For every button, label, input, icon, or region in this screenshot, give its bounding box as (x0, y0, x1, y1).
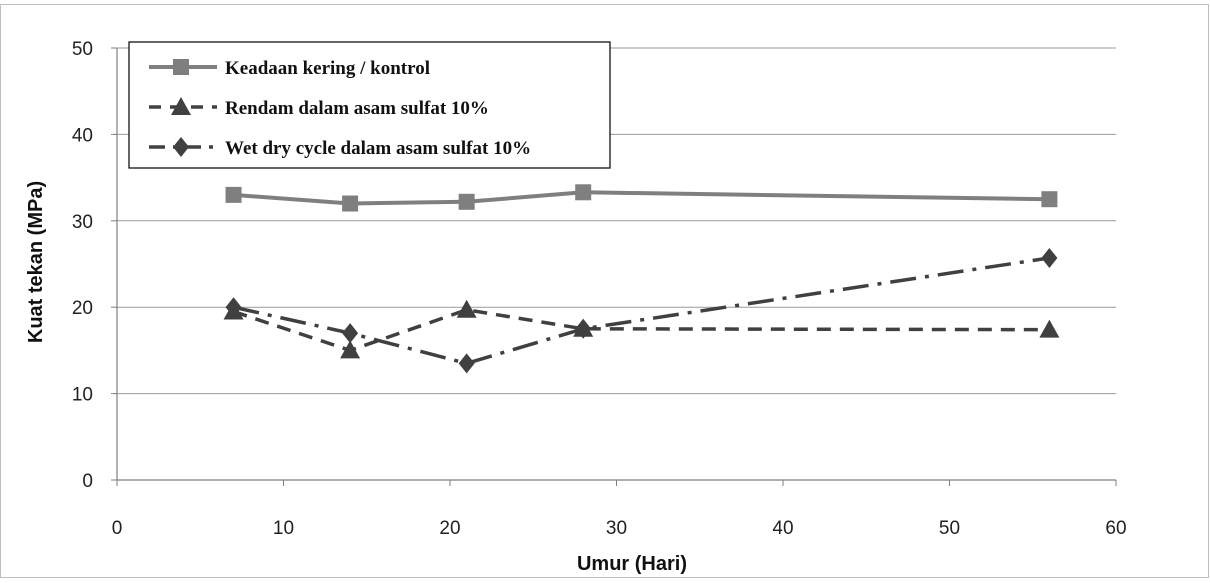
x-tick-label-40: 40 (772, 518, 793, 539)
series-3-point-3 (458, 353, 475, 374)
y-tick-label-50: 50 (72, 39, 93, 60)
series-2-point-2 (340, 340, 361, 359)
y-axis-title: Kuat tekan (MPa) (25, 181, 47, 343)
y-tick-label-40: 40 (72, 125, 93, 146)
x-tick-label-50: 50 (939, 518, 960, 539)
series-2-point-3 (456, 299, 477, 318)
series-2-line (232, 308, 1050, 353)
x-tick-label-10: 10 (273, 518, 294, 539)
y-tick-label-30: 30 (72, 212, 93, 233)
legend: Keadaan kering / kontrol Rendam dalam asa… (128, 41, 611, 169)
x-tick-label-60: 60 (1105, 518, 1126, 539)
legend-marker-3 (173, 137, 189, 157)
series-1-point-1 (225, 186, 242, 203)
legend-marker-1 (173, 59, 189, 75)
series-1 (225, 184, 1058, 212)
series-3-point-2 (342, 323, 359, 344)
axes: 0 10 20 30 40 50 0 10 20 30 40 50 60 (72, 39, 1127, 539)
series-3-point-5 (1041, 247, 1058, 268)
series-3 (225, 247, 1058, 374)
series-1-point-2 (342, 195, 359, 212)
series-2-point-5 (1039, 319, 1060, 338)
series-1-point-4 (575, 184, 592, 201)
x-tick-label-20: 20 (439, 518, 460, 539)
x-tick-label-30: 30 (606, 518, 627, 539)
legend-label-3: Wet dry cycle dalam asam sulfat 10% (225, 138, 531, 159)
y-tick-label-10: 10 (72, 385, 93, 406)
series-1-point-3 (458, 193, 475, 210)
y-tick-label-0: 0 (82, 471, 93, 492)
legend-marker-2 (171, 97, 191, 115)
y-tick-label-20: 20 (72, 298, 93, 319)
legend-label-2: Rendam dalam asam sulfat 10% (225, 98, 489, 119)
series-3-point-4 (575, 318, 592, 339)
x-tick-label-0: 0 (112, 518, 123, 539)
series-1-point-5 (1041, 191, 1058, 208)
x-axis-title: Umur (Hari) (577, 553, 687, 575)
series-3-line (233, 256, 1050, 366)
series-group (223, 184, 1060, 374)
legend-label-1: Keadaan kering / kontrol (225, 58, 430, 79)
series-3-point-1 (225, 297, 242, 318)
